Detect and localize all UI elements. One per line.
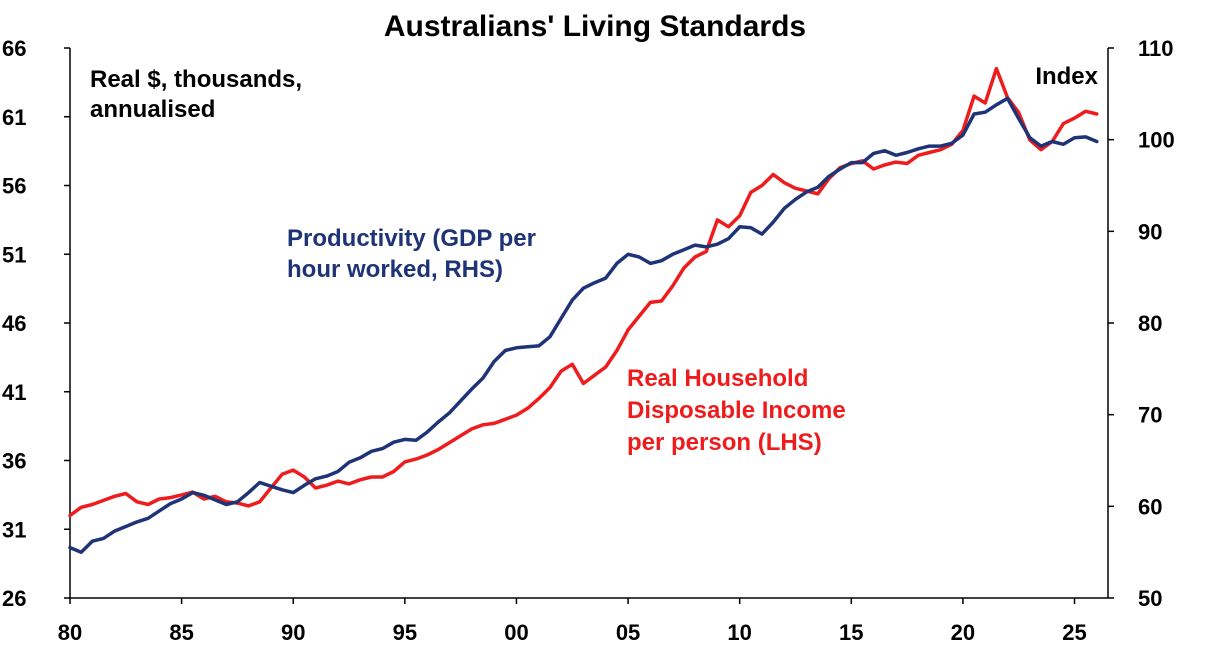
right-tick-label: 50 xyxy=(1138,586,1162,611)
productivity-series-line xyxy=(68,96,1099,554)
right-tick-label: 90 xyxy=(1138,219,1162,244)
left-axis-ticks: 66 61 56 51 46 41 36 31 26 xyxy=(2,36,70,611)
series-layer xyxy=(68,66,1099,554)
x-tick-label: 15 xyxy=(839,620,863,645)
productivity-label-line-1: Productivity (GDP per xyxy=(287,225,536,252)
x-tick-label: 20 xyxy=(951,620,975,645)
x-axis-ticks: 80 85 90 95 00 05 10 15 20 25 xyxy=(58,598,1087,645)
household-income-series-line xyxy=(68,66,1099,518)
chart-title: Australians' Living Standards xyxy=(384,10,806,43)
left-tick-label: 56 xyxy=(2,174,26,199)
x-tick-label: 90 xyxy=(281,620,305,645)
left-axis-label-line-1: Real $, thousands, xyxy=(90,66,302,93)
left-tick-label: 36 xyxy=(2,449,26,474)
income-label-line-2: Disposable Income xyxy=(627,397,846,424)
right-tick-label: 100 xyxy=(1138,128,1175,153)
right-tick-label: 110 xyxy=(1138,36,1174,61)
left-tick-label: 66 xyxy=(2,36,26,61)
left-tick-label: 26 xyxy=(2,586,26,611)
x-tick-label: 00 xyxy=(504,620,528,645)
productivity-label-line-2: hour worked, RHS) xyxy=(287,256,503,283)
x-tick-label: 10 xyxy=(727,620,751,645)
right-tick-label: 70 xyxy=(1138,403,1162,428)
x-tick-label: 95 xyxy=(393,620,417,645)
right-axis-ticks: 110 100 90 80 70 60 50 xyxy=(1108,36,1175,611)
right-tick-label: 60 xyxy=(1138,494,1162,519)
x-tick-label: 25 xyxy=(1062,620,1086,645)
x-tick-label: 80 xyxy=(58,620,82,645)
left-axis-label-line-2: annualised xyxy=(90,96,215,123)
left-tick-label: 41 xyxy=(2,380,26,405)
income-label-line-1: Real Household xyxy=(627,365,808,392)
right-axis-label: Index xyxy=(1035,63,1098,90)
right-tick-label: 80 xyxy=(1138,311,1162,336)
left-tick-label: 51 xyxy=(2,242,26,267)
left-tick-label: 31 xyxy=(2,517,26,542)
income-label-line-3: per person (LHS) xyxy=(627,429,822,456)
left-tick-label: 61 xyxy=(2,105,26,130)
x-tick-label: 85 xyxy=(169,620,193,645)
x-tick-label: 05 xyxy=(616,620,640,645)
left-tick-label: 46 xyxy=(2,311,26,336)
